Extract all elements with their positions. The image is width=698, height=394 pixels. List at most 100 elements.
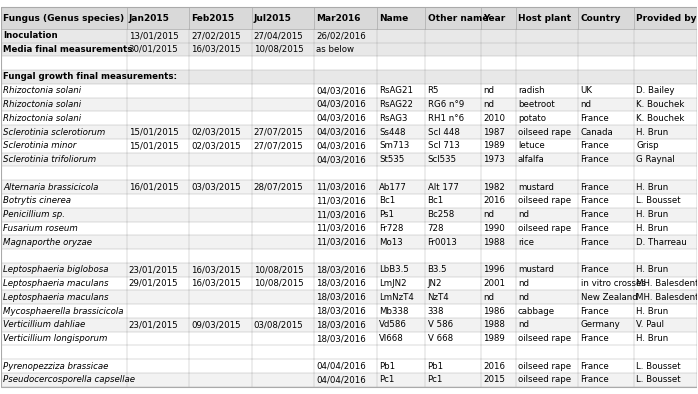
Text: Mar2016: Mar2016: [316, 13, 361, 22]
Text: 1988: 1988: [483, 320, 505, 329]
Text: as below: as below: [316, 45, 355, 54]
Text: 28/07/2015: 28/07/2015: [254, 182, 304, 191]
Bar: [1, 346, 697, 359]
Text: L. Bousset: L. Bousset: [636, 362, 681, 371]
Bar: [1, 208, 697, 221]
Text: Botrytis cinerea: Botrytis cinerea: [3, 196, 71, 205]
Text: 02/03/2015: 02/03/2015: [191, 141, 241, 150]
Text: JN2: JN2: [428, 279, 442, 288]
Text: France: France: [581, 114, 609, 123]
Bar: [1, 249, 697, 263]
Text: St535: St535: [379, 155, 404, 164]
Text: 03/03/2015: 03/03/2015: [191, 182, 241, 191]
Text: 18/03/2016: 18/03/2016: [316, 279, 366, 288]
Text: oilseed rape: oilseed rape: [518, 224, 571, 233]
Text: oilseed rape: oilseed rape: [518, 128, 571, 137]
Text: Germany: Germany: [581, 320, 621, 329]
Text: oilseed rape: oilseed rape: [518, 334, 571, 343]
Text: Jul2015: Jul2015: [254, 13, 292, 22]
Text: oilseed rape: oilseed rape: [518, 362, 571, 371]
Text: Scl 713: Scl 713: [428, 141, 459, 150]
Text: H. Brun: H. Brun: [636, 307, 669, 316]
Text: Pyrenopezziza brassicae: Pyrenopezziza brassicae: [3, 362, 109, 371]
Text: Verticillium dahliae: Verticillium dahliae: [3, 320, 86, 329]
Text: MH. Balesdent: MH. Balesdent: [636, 293, 698, 302]
Text: Year: Year: [483, 13, 505, 22]
Text: K. Bouchek: K. Bouchek: [636, 100, 685, 109]
Text: nd: nd: [581, 100, 591, 109]
Text: 16/03/2015: 16/03/2015: [191, 45, 241, 54]
Text: 1987: 1987: [483, 128, 505, 137]
Text: France: France: [581, 196, 609, 205]
Text: 27/07/2015: 27/07/2015: [254, 128, 304, 137]
Bar: [1, 166, 697, 180]
Text: Sm713: Sm713: [379, 141, 409, 150]
Text: Jan2015: Jan2015: [128, 13, 170, 22]
Text: beetroot: beetroot: [518, 100, 555, 109]
Text: LmJN2: LmJN2: [379, 279, 406, 288]
Text: Pseudocercosporella capsellae: Pseudocercosporella capsellae: [3, 375, 135, 385]
Text: Magnaporthe oryzae: Magnaporthe oryzae: [3, 238, 92, 247]
Text: 04/04/2016: 04/04/2016: [316, 362, 366, 371]
Text: Bc258: Bc258: [428, 210, 455, 219]
Text: Scl535: Scl535: [428, 155, 456, 164]
Text: RsAG21: RsAG21: [379, 86, 413, 95]
Text: 2016: 2016: [483, 196, 505, 205]
Text: oilseed rape: oilseed rape: [518, 375, 571, 385]
Text: Pc1: Pc1: [428, 375, 443, 385]
Text: Name: Name: [379, 13, 408, 22]
Text: 04/03/2016: 04/03/2016: [316, 100, 366, 109]
Text: 1982: 1982: [483, 182, 505, 191]
Text: Alt 177: Alt 177: [428, 182, 459, 191]
Text: oilseed rape: oilseed rape: [518, 196, 571, 205]
Text: alfalfa: alfalfa: [518, 155, 544, 164]
Text: 1988: 1988: [483, 238, 505, 247]
Text: UK: UK: [581, 86, 593, 95]
Text: France: France: [581, 375, 609, 385]
Text: Rhizoctonia solani: Rhizoctonia solani: [3, 100, 82, 109]
Text: Verticillium longisporum: Verticillium longisporum: [3, 334, 108, 343]
Text: 2016: 2016: [483, 362, 505, 371]
Text: H. Brun: H. Brun: [636, 265, 669, 274]
Text: 11/03/2016: 11/03/2016: [316, 224, 366, 233]
Text: 1989: 1989: [483, 141, 505, 150]
Text: 18/03/2016: 18/03/2016: [316, 320, 366, 329]
Text: Other name: Other name: [428, 13, 488, 22]
Text: 13/01/2015: 13/01/2015: [128, 31, 179, 40]
Bar: [1, 318, 697, 332]
Text: nd: nd: [483, 86, 494, 95]
Text: 27/07/2015: 27/07/2015: [254, 141, 304, 150]
Bar: [1, 153, 697, 166]
Text: Leptosphaeria biglobosa: Leptosphaeria biglobosa: [3, 265, 109, 274]
Text: H. Brun: H. Brun: [636, 334, 669, 343]
Text: Fungus (Genus species): Fungus (Genus species): [3, 13, 125, 22]
Bar: [1, 43, 697, 56]
Text: Pc1: Pc1: [379, 375, 394, 385]
Text: 728: 728: [428, 224, 444, 233]
Text: R5: R5: [428, 86, 439, 95]
Text: 04/03/2016: 04/03/2016: [316, 141, 366, 150]
Text: nd: nd: [518, 279, 529, 288]
Text: France: France: [581, 265, 609, 274]
Text: 1996: 1996: [483, 265, 505, 274]
Text: D. Bailey: D. Bailey: [636, 86, 675, 95]
Text: Feb2015: Feb2015: [191, 13, 235, 22]
Text: 10/08/2015: 10/08/2015: [254, 279, 304, 288]
Text: Mycosphaerella brassicicola: Mycosphaerella brassicicola: [3, 307, 124, 316]
Bar: [1, 373, 697, 387]
Text: Sclerotinia sclerotiorum: Sclerotinia sclerotiorum: [3, 128, 105, 137]
Text: 29/01/2015: 29/01/2015: [128, 279, 178, 288]
Text: letuce: letuce: [518, 141, 544, 150]
Text: K. Bouchek: K. Bouchek: [636, 114, 685, 123]
Text: New Zealand: New Zealand: [581, 293, 637, 302]
Text: 18/03/2016: 18/03/2016: [316, 307, 366, 316]
Text: Bc1: Bc1: [428, 196, 444, 205]
Bar: [1, 7, 697, 29]
Text: nd: nd: [518, 210, 529, 219]
Text: Mo13: Mo13: [379, 238, 403, 247]
Text: 11/03/2016: 11/03/2016: [316, 210, 366, 219]
Text: 04/03/2016: 04/03/2016: [316, 128, 366, 137]
Text: nd: nd: [483, 293, 494, 302]
Text: H. Brun: H. Brun: [636, 128, 669, 137]
Text: H. Brun: H. Brun: [636, 210, 669, 219]
